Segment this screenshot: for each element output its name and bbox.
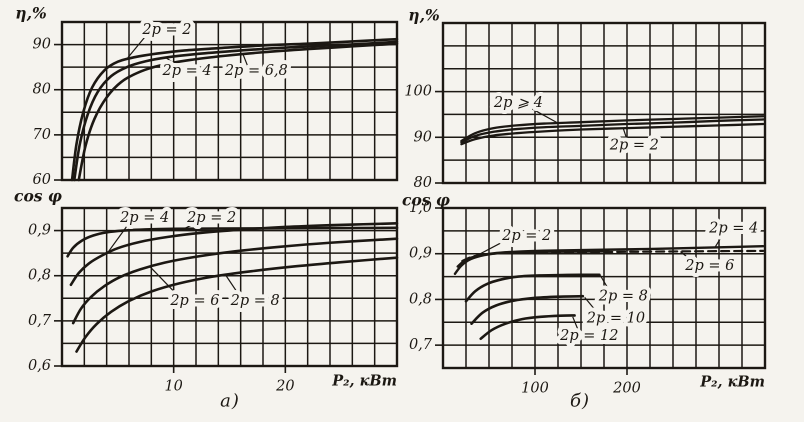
plot-frame	[441, 206, 767, 370]
curve-2p-12	[479, 314, 576, 341]
curve-2p-8	[464, 273, 601, 303]
x-tick-label: 100	[521, 381, 549, 397]
y-axis-title: cos φ	[402, 191, 450, 210]
curve-label-leader	[242, 53, 248, 66]
curve-label: 2p = 8	[598, 289, 648, 305]
x-tick-label: 200	[612, 381, 641, 397]
x-tick-label: 20	[275, 379, 294, 395]
plot-frame	[60, 20, 399, 182]
y-tick-label: 70	[33, 127, 51, 143]
y-tick-label: 0,7	[409, 337, 433, 353]
curve-label-leader	[165, 57, 178, 66]
curve-label-leader	[531, 108, 558, 124]
curve-label-leader	[599, 275, 611, 292]
curve-label: 2p = 6	[169, 293, 219, 309]
curve-label: 2p = 2	[501, 228, 551, 244]
y-tick-label: 0,8	[409, 291, 432, 307]
curve-label: 2p = 8	[230, 293, 280, 309]
curve-2p-6	[71, 237, 399, 325]
y-axis-title: η,%	[408, 6, 440, 25]
curve-2p-8	[75, 256, 399, 353]
plot-frame	[60, 206, 399, 368]
curve-2p-2	[70, 37, 399, 182]
curve-label-leader	[474, 240, 505, 257]
curve-label: 2p = 2	[186, 210, 236, 226]
y-tick-label: 90	[33, 37, 51, 53]
x-axis-title: P₂, кВт	[331, 373, 397, 390]
curve-label-leader	[127, 34, 148, 59]
curve-label: 2p = 2	[141, 22, 191, 38]
chart-efficiency-vs-power-small-motors: 90 80 70 60 η,% 2p = 2 2p = 4 2p = 6,8	[15, 4, 399, 188]
y-axis-title: η,%	[15, 4, 47, 23]
y-tick-label: 0,9	[28, 223, 51, 239]
curve-label: 2p = 4	[708, 221, 758, 237]
curve-2p-6	[461, 249, 765, 263]
y-tick-label: 100	[404, 84, 432, 100]
curve-2p-10	[470, 294, 585, 325]
curve-label-leader	[149, 266, 179, 297]
curve-2p-6-8	[77, 42, 399, 182]
curve-2p-4-lower	[460, 118, 765, 144]
curve-label: 2p = 10	[586, 310, 645, 326]
curve-label-leader	[106, 221, 131, 255]
curve-label-leader	[180, 221, 199, 232]
chart-cosphi-vs-power-small-motors: 0,9 0,8 0,7 0,6 10 20 cos φ P₂, кВт 2p = 4 2p = 2…	[14, 187, 399, 395]
x-axis-title: P₂, кВт	[699, 374, 765, 391]
curve-label-leader	[224, 273, 241, 297]
y-tick-label: 80	[33, 82, 51, 98]
curve-2p-2	[460, 122, 765, 146]
chart-efficiency-vs-power-large-motors: 100 90 80 η,% 2p ⩾ 4 2p = 2	[404, 6, 767, 191]
y-tick-label: 0,9	[409, 246, 432, 262]
curve-label: 2p = 6	[684, 258, 734, 274]
curve-label: 2p = 4	[119, 210, 169, 226]
y-tick-label: 0,6	[28, 358, 51, 374]
curve-label: 2p = 6,8	[224, 63, 288, 79]
y-tick-label: 60	[33, 172, 51, 188]
curve-label-leader	[622, 128, 628, 140]
curve-label: 2p = 4	[162, 63, 212, 79]
curve-label-leader	[584, 296, 599, 314]
y-axis-title: cos φ	[14, 187, 62, 206]
y-tick-label: 0,8	[28, 268, 51, 284]
curve-2p-4	[72, 40, 399, 182]
y-tick-label: 90	[414, 129, 432, 145]
caption-a: a)	[220, 390, 240, 412]
curve-label-leader	[714, 233, 725, 248]
grid	[443, 23, 765, 183]
y-tick-label: 0,7	[28, 313, 52, 329]
curve-label-leader	[572, 316, 579, 331]
curve-label-leader	[679, 251, 694, 263]
curve-2p-4	[69, 222, 399, 287]
chart-cosphi-vs-power-large-motors: 1,0 0,9 0,8 0,7 100 200 cos φ P₂, кВт 2p = 2 2p =…	[402, 191, 767, 397]
x-tick-label: 10	[164, 379, 182, 395]
curve-label: 2p = 2	[609, 138, 659, 154]
y-tick-label: 1,0	[409, 200, 432, 216]
curve-label: 2p = 12	[559, 328, 618, 344]
curve-label: 2p ⩾ 4	[493, 95, 543, 111]
caption-b: б)	[569, 390, 591, 412]
y-tick-label: 80	[414, 175, 432, 191]
curve-2p-4-upper	[460, 115, 765, 143]
plot-frame	[441, 21, 767, 185]
